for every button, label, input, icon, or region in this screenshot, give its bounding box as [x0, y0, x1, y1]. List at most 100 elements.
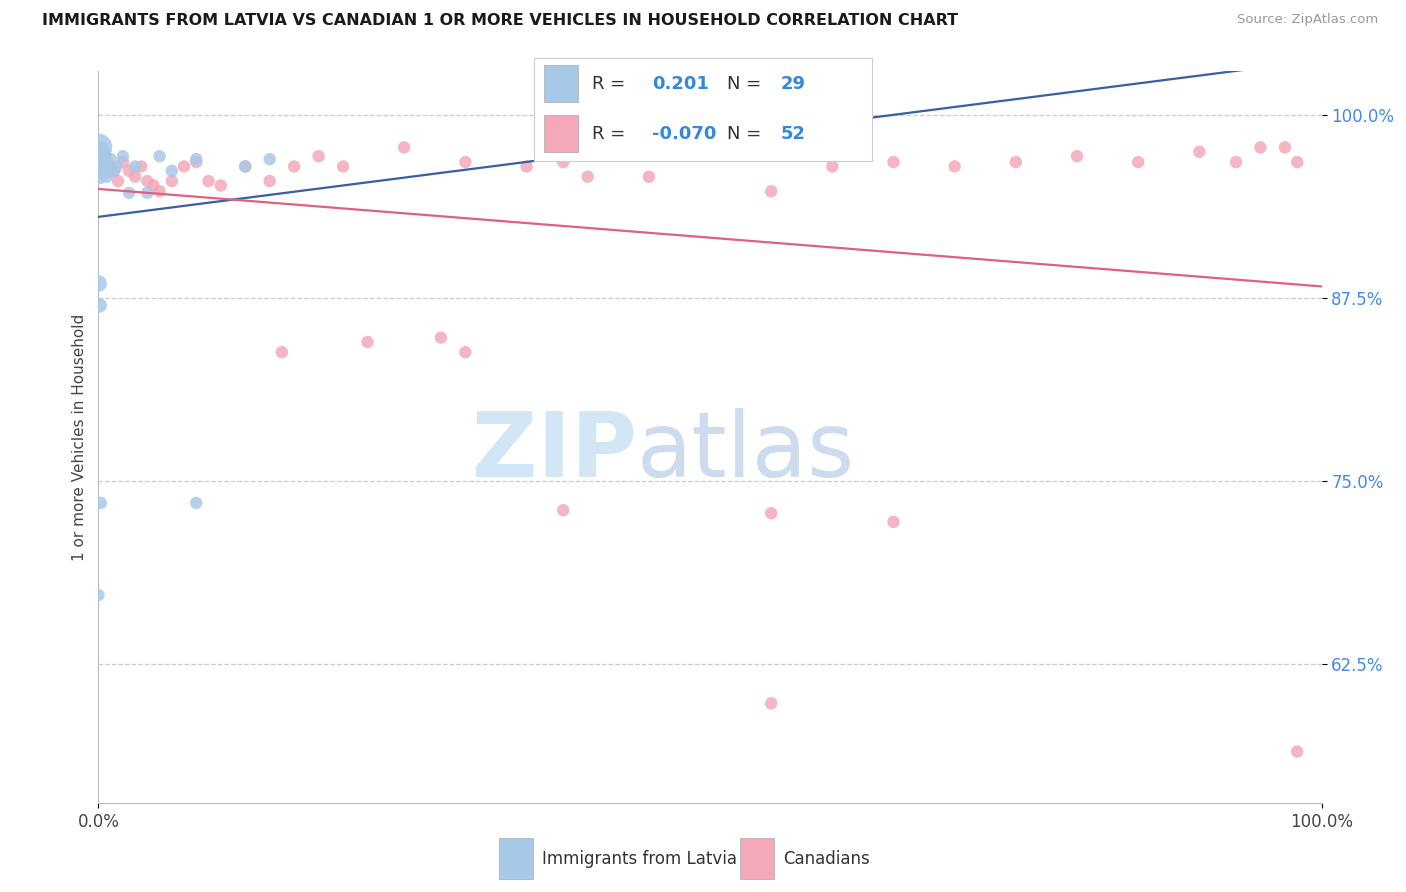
- Point: [90, 140, 112, 154]
- Point: [87, 140, 110, 154]
- Point: [91, 160, 114, 174]
- Point: [96, 169, 118, 184]
- Point: [124, 169, 146, 184]
- Text: R =: R =: [592, 75, 631, 93]
- Point: [87, 277, 110, 291]
- Text: IMMIGRANTS FROM LATVIA VS CANADIAN 1 OR MORE VEHICLES IN HOUSEHOLD CORRELATION C: IMMIGRANTS FROM LATVIA VS CANADIAN 1 OR …: [42, 13, 959, 29]
- Point: [91, 149, 114, 163]
- Text: 52: 52: [780, 125, 806, 143]
- Point: [761, 184, 783, 198]
- Point: [553, 503, 575, 517]
- Text: ZIP: ZIP: [471, 408, 637, 496]
- Text: Source: ZipAtlas.com: Source: ZipAtlas.com: [1237, 13, 1378, 27]
- Text: N =: N =: [727, 125, 766, 143]
- Point: [100, 152, 122, 166]
- Point: [392, 140, 416, 154]
- Text: -0.070: -0.070: [652, 125, 717, 143]
- Point: [136, 186, 159, 200]
- Point: [186, 155, 208, 169]
- Point: [233, 160, 256, 174]
- Point: [430, 330, 453, 344]
- Point: [94, 155, 117, 169]
- Point: [103, 164, 125, 178]
- Point: [943, 160, 966, 174]
- Point: [111, 149, 134, 163]
- Point: [1225, 155, 1247, 169]
- Point: [270, 345, 294, 359]
- Point: [1188, 145, 1211, 159]
- Text: 0.201: 0.201: [652, 75, 709, 93]
- Point: [699, 140, 721, 154]
- Point: [259, 152, 281, 166]
- Point: [160, 174, 183, 188]
- Point: [515, 160, 537, 174]
- Point: [160, 164, 183, 178]
- Point: [101, 164, 124, 178]
- Point: [197, 174, 219, 188]
- Point: [89, 298, 111, 312]
- Text: atlas: atlas: [637, 408, 855, 496]
- Point: [87, 164, 110, 178]
- Point: [821, 160, 844, 174]
- Point: [105, 160, 128, 174]
- Point: [1286, 155, 1309, 169]
- Bar: [544, 115, 578, 153]
- Point: [89, 169, 111, 184]
- Point: [761, 696, 783, 710]
- Point: [1286, 745, 1309, 759]
- Point: [186, 496, 208, 510]
- Point: [87, 588, 110, 602]
- Point: [87, 149, 110, 163]
- Point: [118, 186, 141, 200]
- Point: [111, 155, 134, 169]
- Point: [356, 334, 378, 349]
- Point: [308, 149, 330, 163]
- Point: [1128, 155, 1150, 169]
- Point: [97, 160, 120, 174]
- Point: [576, 169, 599, 184]
- Bar: [544, 65, 578, 102]
- Text: 29: 29: [780, 75, 806, 93]
- Point: [1066, 149, 1088, 163]
- Y-axis label: 1 or more Vehicles in Household: 1 or more Vehicles in Household: [72, 313, 87, 561]
- Bar: [499, 838, 533, 879]
- Point: [129, 160, 152, 174]
- Point: [124, 160, 146, 174]
- Point: [233, 160, 256, 174]
- Point: [149, 184, 172, 198]
- Point: [259, 174, 281, 188]
- Point: [91, 149, 114, 163]
- Point: [118, 164, 141, 178]
- Point: [142, 178, 165, 193]
- Point: [283, 160, 305, 174]
- Point: [149, 149, 172, 163]
- Point: [553, 155, 575, 169]
- Point: [1004, 155, 1026, 169]
- Point: [186, 152, 208, 166]
- Point: [332, 160, 354, 174]
- Point: [93, 164, 115, 178]
- Point: [136, 174, 159, 188]
- Text: N =: N =: [727, 75, 766, 93]
- Point: [100, 160, 122, 174]
- Text: Immigrants from Latvia: Immigrants from Latvia: [543, 849, 737, 868]
- Point: [454, 345, 477, 359]
- Point: [94, 155, 117, 169]
- Point: [761, 506, 783, 520]
- Point: [883, 155, 905, 169]
- Text: Canadians: Canadians: [783, 849, 870, 868]
- Point: [1249, 140, 1271, 154]
- Point: [209, 178, 232, 193]
- Point: [87, 156, 110, 170]
- Point: [90, 149, 112, 163]
- Text: R =: R =: [592, 125, 631, 143]
- Point: [637, 169, 661, 184]
- Point: [454, 155, 477, 169]
- Point: [90, 496, 112, 510]
- Point: [173, 160, 195, 174]
- Point: [883, 515, 905, 529]
- Point: [1274, 140, 1296, 154]
- Bar: [740, 838, 775, 879]
- Point: [107, 174, 129, 188]
- Point: [97, 164, 120, 178]
